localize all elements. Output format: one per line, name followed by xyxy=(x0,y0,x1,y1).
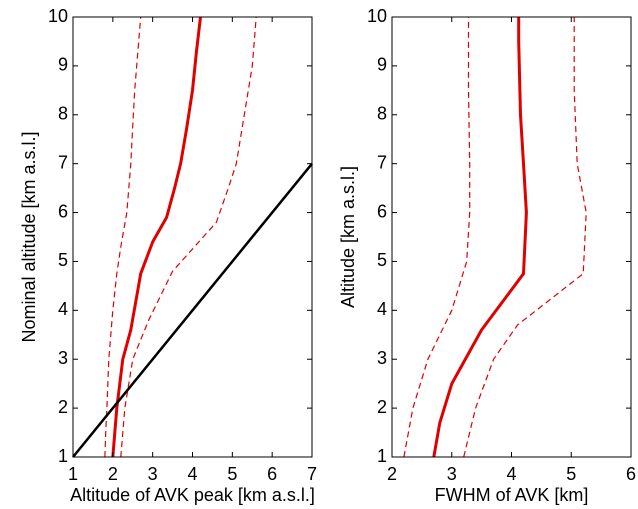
y-tick-label: 4 xyxy=(58,299,68,319)
x-tick-label: 5 xyxy=(227,464,237,484)
series-line-4 xyxy=(72,162,313,458)
x-axis-label: Altitude of AVK peak [km a.s.l.] xyxy=(70,485,315,505)
x-tick-label: 3 xyxy=(447,464,457,484)
plot-frame xyxy=(72,16,313,458)
x-tick-label: 4 xyxy=(187,464,197,484)
x-tick-label: 5 xyxy=(566,464,576,484)
y-tick-label: 3 xyxy=(377,348,387,368)
x-tick-label: 1 xyxy=(68,464,78,484)
x-tick-label: 6 xyxy=(626,464,636,484)
panel-avk-peak: 1 2 3 4 5 6 7 1 2 3 4 5 6 7 8 9 10 Altitude of AVK peak … xyxy=(19,6,317,505)
y-tick-label: 8 xyxy=(377,104,387,124)
y-tick-label: 9 xyxy=(377,55,387,75)
x-tick-label: 3 xyxy=(148,464,158,484)
series-line-1 xyxy=(111,16,202,458)
y-tick-label: 6 xyxy=(58,201,68,221)
x-tick-label: 4 xyxy=(506,464,516,484)
y-tick-label: 10 xyxy=(367,6,387,26)
y-axis-label: Nominal altitude [km a.s.l.] xyxy=(19,131,39,342)
y-tick-label: 6 xyxy=(377,201,387,221)
x-tick-label: 6 xyxy=(267,464,277,484)
x-tick-label: 2 xyxy=(387,464,397,484)
y-tick-label: 3 xyxy=(58,348,68,368)
series-line-2 xyxy=(403,17,471,458)
x-tick-label: 7 xyxy=(307,464,317,484)
y-tick-label: 2 xyxy=(58,397,68,417)
y-tick-label: 10 xyxy=(48,6,68,26)
y-axis-label: Altitude [km a.s.l.] xyxy=(338,166,358,308)
series-line-1 xyxy=(432,17,528,458)
series-line-3 xyxy=(120,16,257,458)
x-axis-label: FWHM of AVK [km] xyxy=(435,485,589,505)
y-tick-label: 8 xyxy=(58,104,68,124)
y-tick-label: 9 xyxy=(58,55,68,75)
y-tick-label: 5 xyxy=(58,250,68,270)
x-tick-label: 2 xyxy=(108,464,118,484)
y-tick-label: 5 xyxy=(377,250,387,270)
y-tick-label: 1 xyxy=(58,446,68,466)
plot-frame xyxy=(391,16,632,458)
y-tick-label: 1 xyxy=(377,446,387,466)
series-line-2 xyxy=(104,16,142,458)
y-tick-label: 4 xyxy=(377,299,387,319)
y-tick-label: 2 xyxy=(377,397,387,417)
y-tick-label: 7 xyxy=(58,152,68,172)
y-tick-label: 7 xyxy=(377,152,387,172)
